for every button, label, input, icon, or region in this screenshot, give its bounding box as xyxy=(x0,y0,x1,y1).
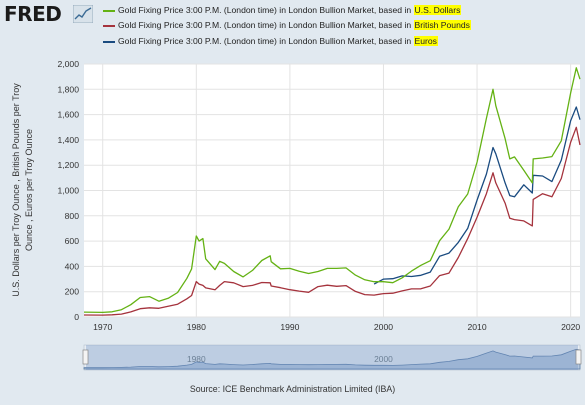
legend-text-gbp: Gold Fixing Price 3:00 P.M. (London time… xyxy=(118,20,414,30)
x-tick-label: 2010 xyxy=(467,322,486,332)
legend-item-gbp[interactable]: Gold Fixing Price 3:00 P.M. (London time… xyxy=(103,20,471,34)
y-tick-label: 200 xyxy=(65,287,80,297)
y-tick-label: 2,000 xyxy=(57,59,79,69)
legend-swatch-eur xyxy=(103,40,115,43)
series-lines xyxy=(83,67,581,316)
legend-highlight-eur: Euros xyxy=(413,36,438,46)
y-tick-label: 1,200 xyxy=(57,160,79,170)
grid xyxy=(84,63,580,318)
y-tick-label: 1,400 xyxy=(57,135,79,145)
navigator-selection[interactable] xyxy=(86,345,578,370)
navigator-area xyxy=(83,348,581,370)
x-tick-label: 1970 xyxy=(93,322,112,332)
fred-logo[interactable]: FRED xyxy=(4,2,62,26)
y-tick-label: 600 xyxy=(65,236,80,246)
legend-highlight-gbp: British Pounds xyxy=(413,20,471,30)
x-tick-label: 2020 xyxy=(561,322,580,332)
y-axis-label-line1: U.S. Dollars per Troy Ounce , British Po… xyxy=(11,83,21,297)
y-tick-label: 1,600 xyxy=(57,110,79,120)
trend-chart-icon xyxy=(73,5,93,23)
y-axis-label-line2: Ounce , Euros per Troy Ounce xyxy=(24,129,34,251)
x-tick-label: 1980 xyxy=(187,322,206,332)
y-tick-label: 800 xyxy=(65,211,80,221)
series-line-euros[interactable] xyxy=(373,106,581,285)
legend-swatch-gbp xyxy=(103,24,115,27)
navigator-left-handle[interactable] xyxy=(82,349,89,365)
legend-item-eur[interactable]: Gold Fixing Price 3:00 P.M. (London time… xyxy=(103,36,438,50)
legend-text-usd: Gold Fixing Price 3:00 P.M. (London time… xyxy=(118,5,414,15)
chart-source: Source: ICE Benchmark Administration Lim… xyxy=(189,384,396,394)
range-navigator[interactable]: 1980 2000 xyxy=(82,344,582,371)
navigator-ticks: 1980 2000 xyxy=(187,354,393,364)
x-tick-label: 1990 xyxy=(280,322,299,332)
y-tick-label: 400 xyxy=(65,261,80,271)
y-axis-ticks: 0 200 400 600 800 1,000 1,200 1,400 1,600 1,800 2,… xyxy=(57,59,79,322)
legend-item-usd[interactable]: Gold Fixing Price 3:00 P.M. (London time… xyxy=(103,5,462,19)
y-tick-label: 1,000 xyxy=(57,186,79,196)
navigator-right-handle[interactable] xyxy=(575,349,582,365)
legend-highlight-usd: U.S. Dollars xyxy=(413,5,462,15)
y-tick-label: 0 xyxy=(74,312,79,322)
series-line-u-s-dollars[interactable] xyxy=(83,67,581,314)
legend-swatch-usd xyxy=(103,9,115,12)
navigator-tick-label: 1980 xyxy=(187,354,206,364)
y-tick-label: 1,800 xyxy=(57,84,79,94)
navigator-tick-label: 2000 xyxy=(374,354,393,364)
chart-header: FRED Gold Fixing Price 3:00 P.M. (London… xyxy=(0,0,585,58)
x-axis-ticks: 1970 1980 1990 2000 2010 2020 xyxy=(93,322,580,332)
legend-text-eur: Gold Fixing Price 3:00 P.M. (London time… xyxy=(118,36,414,46)
series-line-british-pounds[interactable] xyxy=(83,126,581,316)
x-tick-label: 2000 xyxy=(374,322,393,332)
